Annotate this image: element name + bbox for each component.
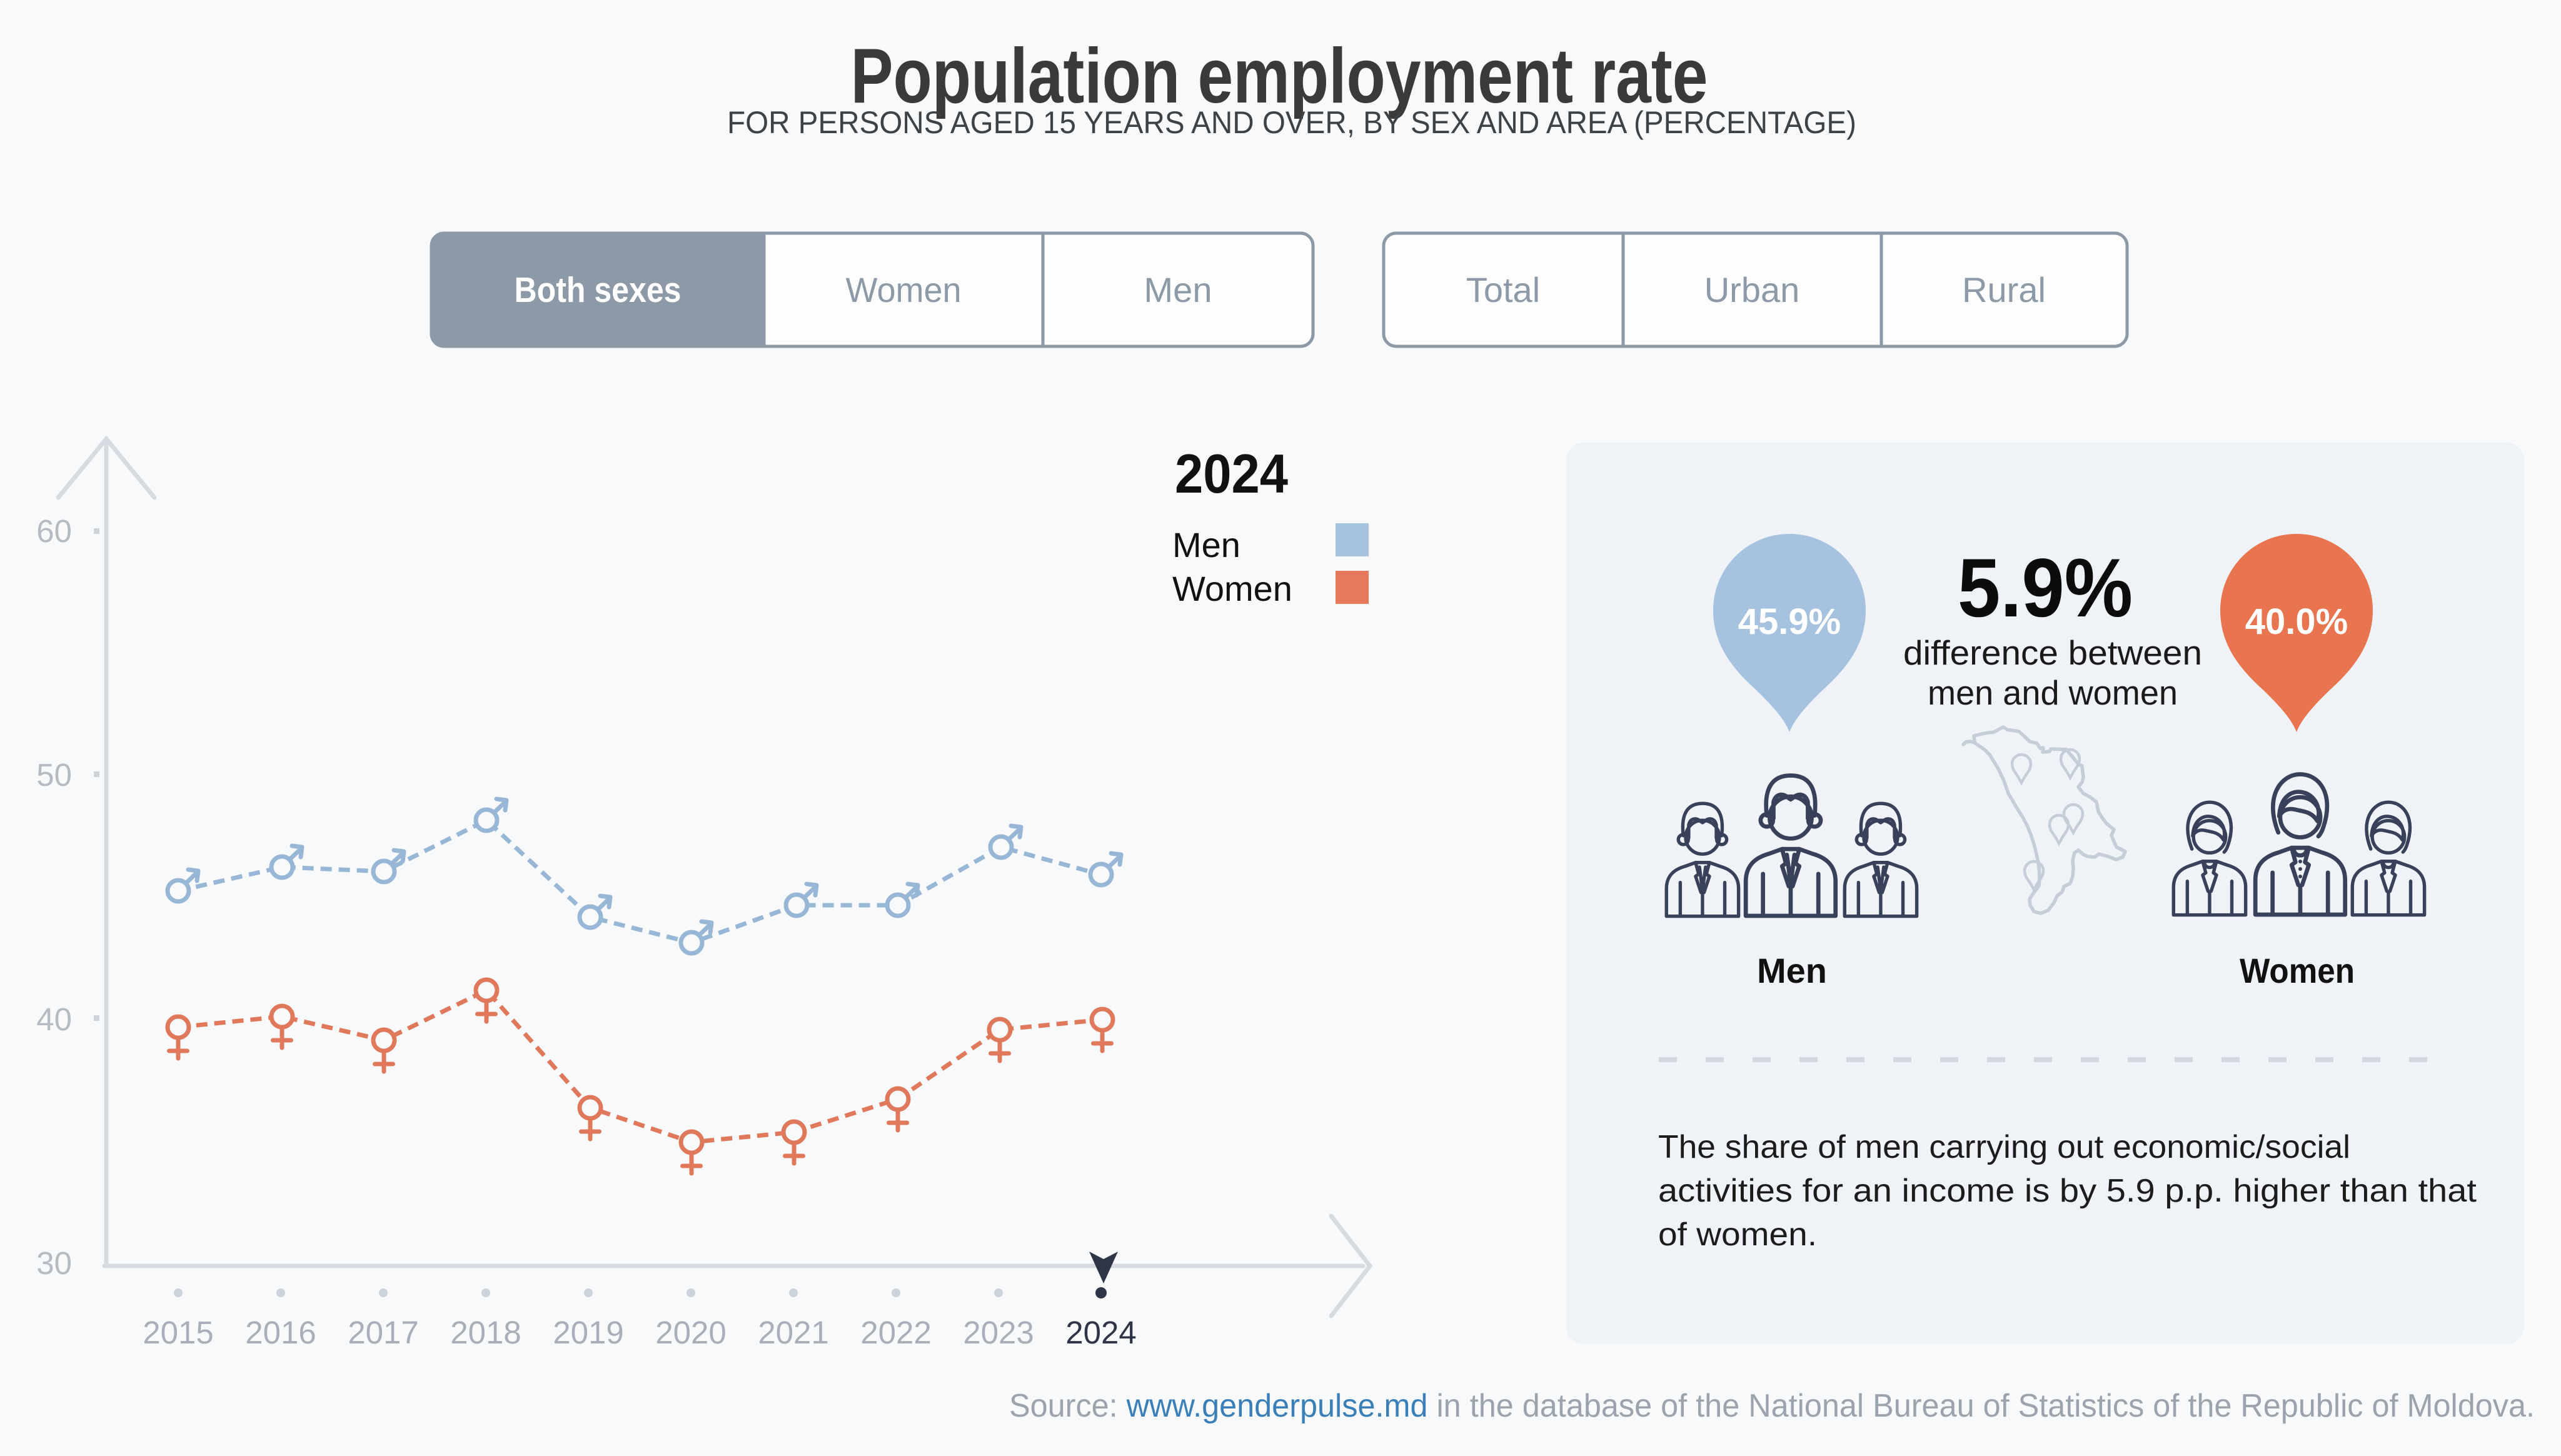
svg-text:activities for an income is by: activities for an income is by 5.9 p.p. … [1658,1173,2477,1209]
svg-text:Men: Men [1144,270,1212,309]
svg-text:Women: Women [1172,569,1292,608]
svg-text:2016: 2016 [245,1315,316,1350]
svg-text:40: 40 [36,1002,72,1037]
svg-text:2023: 2023 [963,1315,1034,1350]
svg-text:Source: www.genderpulse.md in: Source: www.genderpulse.md in the databa… [1009,1388,2535,1424]
svg-text:difference between: difference between [1903,633,2202,672]
svg-text:2022: 2022 [860,1315,931,1350]
svg-text:2024: 2024 [1065,1315,1136,1350]
svg-text:2021: 2021 [758,1315,828,1350]
svg-text:40.0%: 40.0% [2245,601,2348,642]
svg-text:Population employment rate: Population employment rate [851,33,1708,119]
svg-text:FOR PERSONS AGED 15 YEARS AND: FOR PERSONS AGED 15 YEARS AND OVER, BY S… [727,105,1856,140]
svg-text:50: 50 [36,757,72,793]
svg-text:Men: Men [1172,525,1240,565]
svg-text:2019: 2019 [553,1315,623,1350]
svg-text:Men: Men [1757,951,1827,990]
svg-text:5.9%: 5.9% [1958,542,2133,635]
svg-text:30: 30 [36,1245,72,1281]
svg-text:45.9%: 45.9% [1738,601,1841,642]
svg-text:of women.: of women. [1658,1217,1817,1253]
svg-text:2020: 2020 [655,1315,726,1350]
svg-text:2024: 2024 [1175,443,1288,505]
svg-text:Women: Women [2240,951,2355,990]
svg-text:2018: 2018 [450,1315,521,1350]
svg-text:2015: 2015 [143,1315,213,1350]
svg-text:men and women: men and women [1928,673,2178,712]
svg-text:Women: Women [846,270,962,309]
svg-text:Both sexes: Both sexes [515,270,682,310]
svg-text:Total: Total [1466,270,1540,309]
svg-text:2017: 2017 [348,1315,418,1350]
svg-text:Rural: Rural [1962,270,2046,309]
svg-text:The share of men carrying out: The share of men carrying out economic/s… [1658,1129,2350,1165]
svg-text:Urban: Urban [1704,270,1800,309]
svg-text:60: 60 [36,513,72,549]
